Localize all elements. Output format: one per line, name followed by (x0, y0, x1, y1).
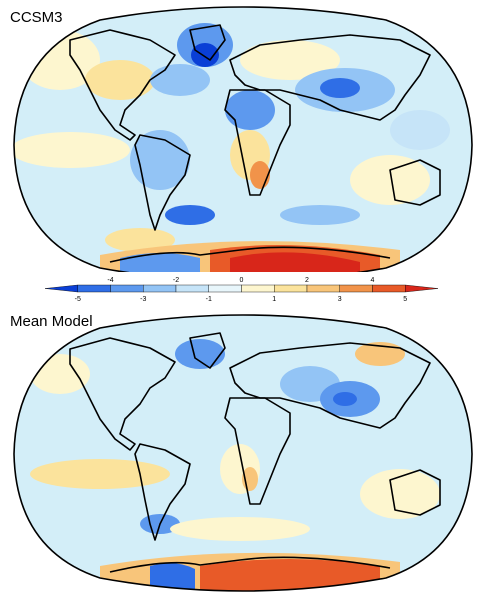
colorbar-lower-label: 3 (338, 296, 342, 303)
colorbar-segment (208, 284, 242, 293)
colorbar-segment (274, 284, 308, 293)
panel-title-ccsm3: CCSM3 (10, 9, 63, 26)
colorbar-upper-label: 4 (371, 277, 375, 284)
colorbar-segment (44, 284, 78, 293)
map-mean-model (13, 314, 473, 592)
colorbar-upper-label: -4 (107, 277, 113, 284)
colorbar-lower-label: 1 (272, 296, 276, 303)
coastlines (69, 332, 441, 573)
colorbar-segment (143, 284, 177, 293)
colorbar-segment (77, 284, 111, 293)
panel-title-mean-model: Mean Model (10, 313, 93, 330)
colorbar-lower-label: -3 (140, 296, 146, 303)
colorbar-upper-label: 0 (240, 277, 244, 284)
colorbar: -4 -2 0 2 4 -5 -3 -1 1 3 5 (44, 277, 439, 303)
colorbar-lower-label: -1 (206, 296, 212, 303)
colorbar-segment (372, 284, 406, 293)
colorbar-segment (175, 284, 209, 293)
colorbar-segment (241, 284, 275, 293)
colorbar-lower-label: 5 (403, 296, 407, 303)
map-frame (13, 6, 473, 272)
colorbar-upper-label: -2 (173, 277, 179, 284)
map-ccsm3 (13, 6, 473, 272)
colorbar-segment (405, 284, 439, 293)
colorbar-segment (339, 284, 373, 293)
colorbar-segment (306, 284, 340, 293)
colorbar-lower-label: -5 (75, 296, 81, 303)
coastlines (69, 24, 441, 263)
colorbar-segment (110, 284, 144, 293)
map-frame (13, 314, 473, 592)
colorbar-upper-label: 2 (305, 277, 309, 284)
